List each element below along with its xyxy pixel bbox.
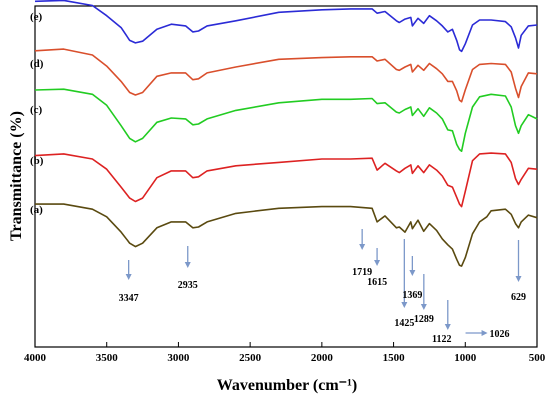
series-labels: (e) (d) (c) (b) (a) bbox=[30, 11, 44, 216]
peak-label: 2935 bbox=[178, 280, 198, 291]
series-layer bbox=[34, 0, 538, 267]
peak-arrow-head bbox=[401, 302, 408, 308]
x-tick-label: 2500 bbox=[239, 352, 262, 364]
peak-arrow-head bbox=[359, 244, 366, 250]
peak-arrow-head bbox=[481, 330, 488, 336]
x-axis-ticks: 4000 3500 3000 2500 2000 1500 1000 500 bbox=[24, 342, 546, 364]
x-tick-label: 2000 bbox=[311, 352, 334, 364]
peak-arrow-head bbox=[125, 274, 132, 280]
peak-arrow-head bbox=[409, 270, 416, 276]
peak-arrow-head bbox=[184, 262, 191, 268]
series-label-c: (c) bbox=[30, 104, 43, 116]
series-label-d: (d) bbox=[30, 58, 44, 70]
series-line-a bbox=[35, 203, 538, 267]
peak-label: 1026 bbox=[490, 329, 510, 340]
series-line-e bbox=[34, 0, 538, 53]
x-tick-label: 1500 bbox=[383, 352, 406, 364]
peak-arrow-head bbox=[374, 260, 381, 266]
peak-label: 1615 bbox=[367, 277, 387, 288]
plot-frame bbox=[34, 5, 538, 348]
series-label-a: (a) bbox=[30, 204, 43, 216]
x-tick-label: 3500 bbox=[96, 352, 119, 364]
peak-label: 1122 bbox=[432, 334, 451, 345]
x-tick-label: 1000 bbox=[454, 352, 477, 364]
peak-label: 1425 bbox=[394, 318, 414, 329]
series-line-b bbox=[34, 152, 538, 208]
series-label-b: (b) bbox=[30, 155, 44, 167]
x-tick-label: 3000 bbox=[167, 352, 190, 364]
peak-label: 629 bbox=[511, 292, 526, 303]
y-axis-title: Transmittance (%) bbox=[8, 111, 25, 241]
peak-arrow-head bbox=[515, 276, 522, 282]
series-line-d bbox=[34, 48, 538, 103]
series-line-c bbox=[34, 88, 538, 152]
x-axis-title: Wavenumber (cm⁻¹) bbox=[217, 377, 357, 394]
x-tick-label: 500 bbox=[529, 352, 546, 364]
peak-label: 1369 bbox=[402, 290, 422, 301]
x-tick-label: 4000 bbox=[24, 352, 47, 364]
peak-label: 1289 bbox=[414, 314, 434, 325]
plot-area bbox=[34, 5, 538, 348]
peak-label: 3347 bbox=[119, 293, 139, 304]
peak-label: 1719 bbox=[352, 267, 372, 278]
peak-arrow-head bbox=[444, 324, 451, 330]
series-label-e: (e) bbox=[30, 11, 43, 23]
peak-arrow-head bbox=[420, 304, 427, 310]
